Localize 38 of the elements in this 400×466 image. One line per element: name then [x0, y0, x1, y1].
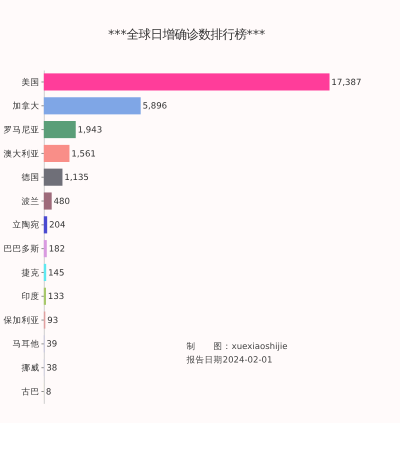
bar [44, 240, 47, 258]
data-label: 5,896 [142, 102, 168, 112]
data-label: 182 [48, 244, 66, 254]
y-tick-label: 马耳他 [12, 338, 40, 350]
data-label: 1,943 [78, 125, 102, 136]
annotation: 制 图：xuexiaoshijie [186, 341, 288, 352]
y-tick-label: 印度 [22, 291, 40, 302]
data-label: 1,561 [71, 149, 96, 160]
data-label: 38 [46, 364, 58, 374]
bar [44, 73, 330, 91]
chart-title: ***全球日增确诊数排行榜*** [108, 28, 266, 42]
annotation: 报告日期2024-02-01 [186, 354, 272, 366]
data-label: 133 [48, 292, 64, 302]
data-label: 480 [54, 196, 70, 207]
data-label: 39 [46, 340, 58, 350]
bar [44, 97, 141, 114]
data-label: 1,135 [64, 173, 89, 184]
bar [44, 121, 76, 138]
data-label: 8 [46, 387, 52, 398]
bar [44, 168, 62, 186]
bar [44, 192, 52, 210]
data-label: 93 [47, 316, 58, 326]
y-tick-label: 罗马尼亚 [4, 124, 40, 136]
y-tick-label: 古巴 [22, 386, 40, 398]
data-label: 17,387 [331, 78, 362, 88]
y-tick-label: 捷克 [22, 267, 40, 278]
y-tick-label: 立陶宛 [12, 220, 40, 231]
y-tick-label: 德国 [22, 172, 40, 184]
y-tick-label: 美国 [22, 76, 40, 88]
y-tick-label: 保加利亚 [4, 314, 40, 326]
y-tick-label: 巴巴多斯 [4, 244, 40, 254]
y-tick-label: 波兰 [22, 196, 40, 207]
data-label: 204 [49, 220, 66, 231]
data-label: 145 [48, 268, 64, 278]
bar [44, 144, 70, 162]
y-tick-label: 挪威 [22, 362, 40, 374]
y-tick-label: 加拿大 [12, 100, 40, 112]
y-tick-label: 澳大利亚 [4, 148, 40, 160]
